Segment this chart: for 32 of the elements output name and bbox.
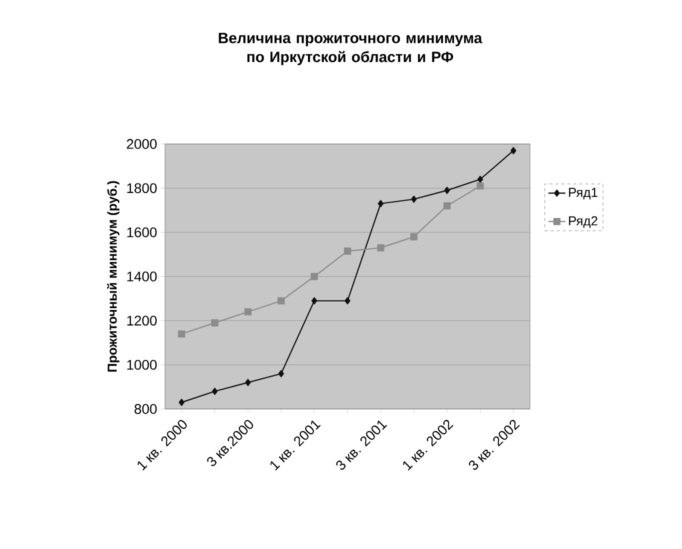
point (244, 308, 252, 316)
y-tick-label: 800 (134, 404, 157, 414)
y-tick-label: 1400 (127, 272, 157, 282)
y-axis-title: Прожиточный минимум (руб.) (107, 181, 120, 372)
point (477, 176, 484, 183)
y-tick-label: 1000 (127, 360, 157, 370)
y-tick-label: 2000 (126, 139, 157, 149)
point (444, 186, 450, 194)
y-tick-label: 1800 (127, 183, 157, 194)
point (443, 202, 451, 210)
point (278, 370, 284, 378)
point (377, 244, 384, 252)
y-tick-label: 1600 (127, 227, 157, 238)
point (411, 196, 417, 203)
y-tick-label: 1200 (127, 316, 157, 326)
point (344, 297, 350, 304)
point (476, 182, 484, 190)
point (344, 248, 352, 255)
point (378, 200, 384, 208)
point (212, 388, 218, 395)
point (311, 297, 318, 304)
point (278, 297, 285, 304)
point (310, 272, 318, 280)
legend-label: Ряд1 (569, 188, 598, 200)
legend-label: Ряд2 (569, 216, 598, 228)
point (178, 398, 184, 406)
point (510, 147, 516, 154)
point (211, 319, 218, 326)
point (410, 233, 418, 240)
point (245, 378, 251, 386)
chart-title: Величина прожиточного минимума по Иркутской области и РФ (218, 32, 482, 66)
point (178, 330, 186, 338)
